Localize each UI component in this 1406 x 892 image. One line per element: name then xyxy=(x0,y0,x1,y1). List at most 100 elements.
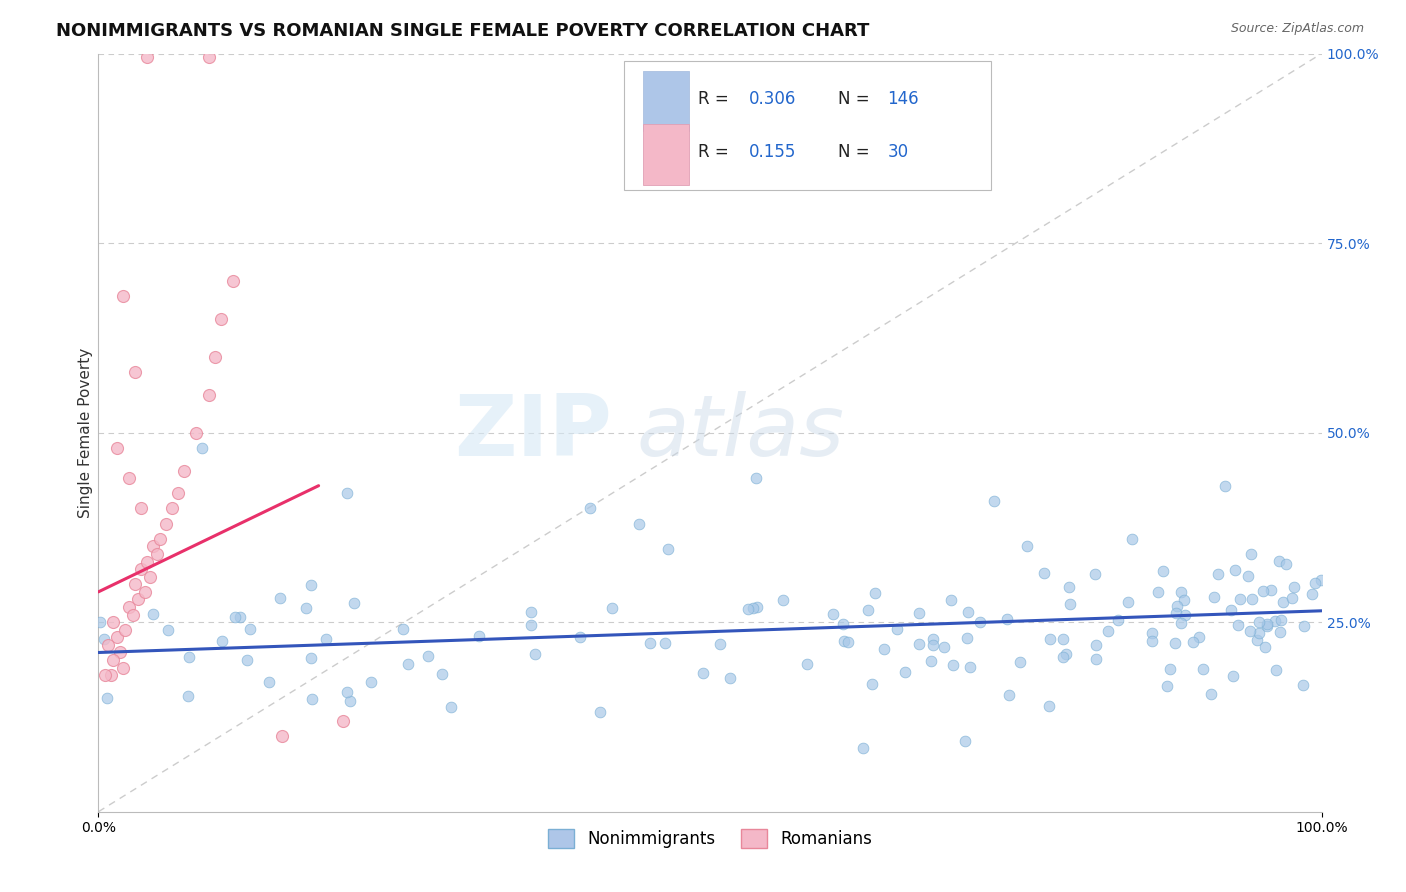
Point xyxy=(1084,652,1107,666)
Point xyxy=(873,642,896,657)
Point xyxy=(177,689,200,703)
Point xyxy=(589,705,612,719)
Point xyxy=(1174,608,1197,623)
Text: Source: ZipAtlas.com: Source: ZipAtlas.com xyxy=(1230,22,1364,36)
Text: ZIP: ZIP xyxy=(454,391,612,475)
Point xyxy=(1052,632,1074,647)
Point xyxy=(1107,614,1129,628)
Point xyxy=(953,734,976,748)
Point xyxy=(396,657,419,671)
Point xyxy=(832,617,855,632)
Point xyxy=(468,629,491,643)
Point xyxy=(1059,580,1081,594)
Point xyxy=(856,602,879,616)
Text: NONIMMIGRANTS VS ROMANIAN SINGLE FEMALE POVERTY CORRELATION CHART: NONIMMIGRANTS VS ROMANIAN SINGLE FEMALE … xyxy=(56,22,870,40)
Point xyxy=(1097,624,1119,638)
Point xyxy=(336,486,359,500)
Point xyxy=(1173,593,1195,607)
Point xyxy=(1166,599,1188,613)
Point xyxy=(1142,633,1164,648)
Point xyxy=(239,622,262,636)
Point xyxy=(299,651,322,665)
Point xyxy=(392,623,415,637)
Point xyxy=(997,688,1019,702)
Point xyxy=(124,577,146,591)
Text: 0.155: 0.155 xyxy=(749,143,797,161)
Point xyxy=(1146,584,1168,599)
Point xyxy=(1264,614,1286,628)
Point xyxy=(692,665,714,680)
Point xyxy=(983,494,1005,508)
Point xyxy=(1272,595,1295,609)
Text: atlas: atlas xyxy=(637,391,845,475)
Point xyxy=(173,464,195,478)
Point xyxy=(1260,583,1282,598)
Point xyxy=(1213,479,1236,493)
Text: N =: N = xyxy=(838,89,870,108)
Point xyxy=(177,649,200,664)
Point xyxy=(160,501,183,516)
Point xyxy=(228,609,250,624)
Point xyxy=(908,606,931,620)
Point xyxy=(204,350,226,364)
Point xyxy=(209,312,232,326)
Point xyxy=(118,599,141,614)
Point xyxy=(142,539,165,553)
Point xyxy=(1220,603,1243,617)
Point xyxy=(1032,566,1054,581)
Point xyxy=(257,674,280,689)
Point xyxy=(796,657,818,672)
Point xyxy=(1039,632,1062,646)
Point xyxy=(745,599,768,614)
Point xyxy=(136,554,159,569)
Point xyxy=(959,659,981,673)
Point xyxy=(718,671,741,685)
Point xyxy=(1121,532,1143,546)
Point xyxy=(1265,663,1288,677)
Point xyxy=(657,542,679,557)
Point xyxy=(837,635,859,649)
Point xyxy=(772,593,794,607)
Point xyxy=(1275,558,1298,572)
Point xyxy=(1256,619,1278,633)
Point xyxy=(1192,662,1215,676)
Point xyxy=(1292,618,1315,632)
Point xyxy=(921,632,943,646)
Point xyxy=(1229,592,1251,607)
Point xyxy=(93,668,115,682)
Point xyxy=(149,532,172,546)
Point xyxy=(1152,564,1174,578)
Point xyxy=(956,605,979,619)
Point xyxy=(1170,584,1192,599)
Point xyxy=(1249,625,1271,640)
Point xyxy=(1268,554,1291,568)
Point xyxy=(1038,699,1060,714)
Point xyxy=(1142,625,1164,640)
Point xyxy=(1201,687,1223,701)
Point xyxy=(932,640,955,654)
Point xyxy=(129,501,152,516)
Point xyxy=(737,602,759,616)
Point xyxy=(1246,633,1268,648)
Point xyxy=(224,610,246,624)
Point xyxy=(167,486,190,500)
Point xyxy=(186,425,208,440)
Point xyxy=(600,601,623,615)
Point xyxy=(524,647,547,661)
Point xyxy=(654,636,676,650)
Point xyxy=(1256,616,1278,631)
Y-axis label: Single Female Poverty: Single Female Poverty xyxy=(77,348,93,517)
Point xyxy=(744,471,766,485)
Point xyxy=(1156,679,1178,693)
Point xyxy=(1170,616,1192,631)
Point xyxy=(568,630,591,644)
Point xyxy=(1301,587,1323,601)
Point xyxy=(121,607,143,622)
Point xyxy=(1059,598,1081,612)
Point xyxy=(111,660,134,674)
Point xyxy=(519,605,541,619)
Point xyxy=(155,516,177,531)
Point xyxy=(1017,539,1039,553)
Text: 30: 30 xyxy=(887,143,908,161)
Point xyxy=(269,591,291,605)
